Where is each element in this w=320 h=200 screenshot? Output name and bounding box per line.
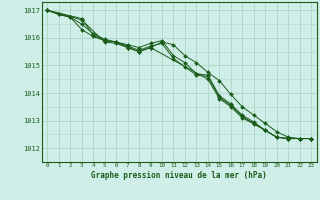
X-axis label: Graphe pression niveau de la mer (hPa): Graphe pression niveau de la mer (hPa) [91, 171, 267, 180]
